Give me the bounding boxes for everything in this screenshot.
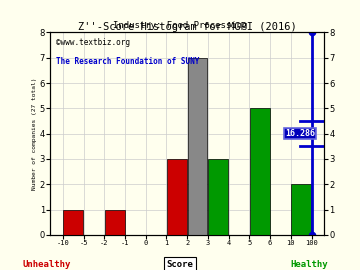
Text: The Research Foundation of SUNY: The Research Foundation of SUNY bbox=[56, 57, 199, 66]
Text: ©www.textbiz.org: ©www.textbiz.org bbox=[56, 39, 130, 48]
Bar bbox=[167, 159, 187, 235]
Text: Healthy: Healthy bbox=[291, 260, 328, 269]
Bar bbox=[188, 58, 207, 235]
Text: Industry: Food Processing: Industry: Food Processing bbox=[113, 21, 247, 30]
Text: Score: Score bbox=[167, 260, 193, 269]
Bar bbox=[63, 210, 83, 235]
Title: Z''-Score Histogram for MGPI (2016): Z''-Score Histogram for MGPI (2016) bbox=[78, 22, 297, 32]
Y-axis label: Number of companies (27 total): Number of companies (27 total) bbox=[32, 77, 37, 190]
Bar bbox=[250, 108, 270, 235]
Bar bbox=[105, 210, 125, 235]
Bar bbox=[208, 159, 228, 235]
Text: Unhealthy: Unhealthy bbox=[23, 260, 71, 269]
Bar bbox=[291, 184, 311, 235]
Text: 16.286: 16.286 bbox=[285, 129, 315, 138]
